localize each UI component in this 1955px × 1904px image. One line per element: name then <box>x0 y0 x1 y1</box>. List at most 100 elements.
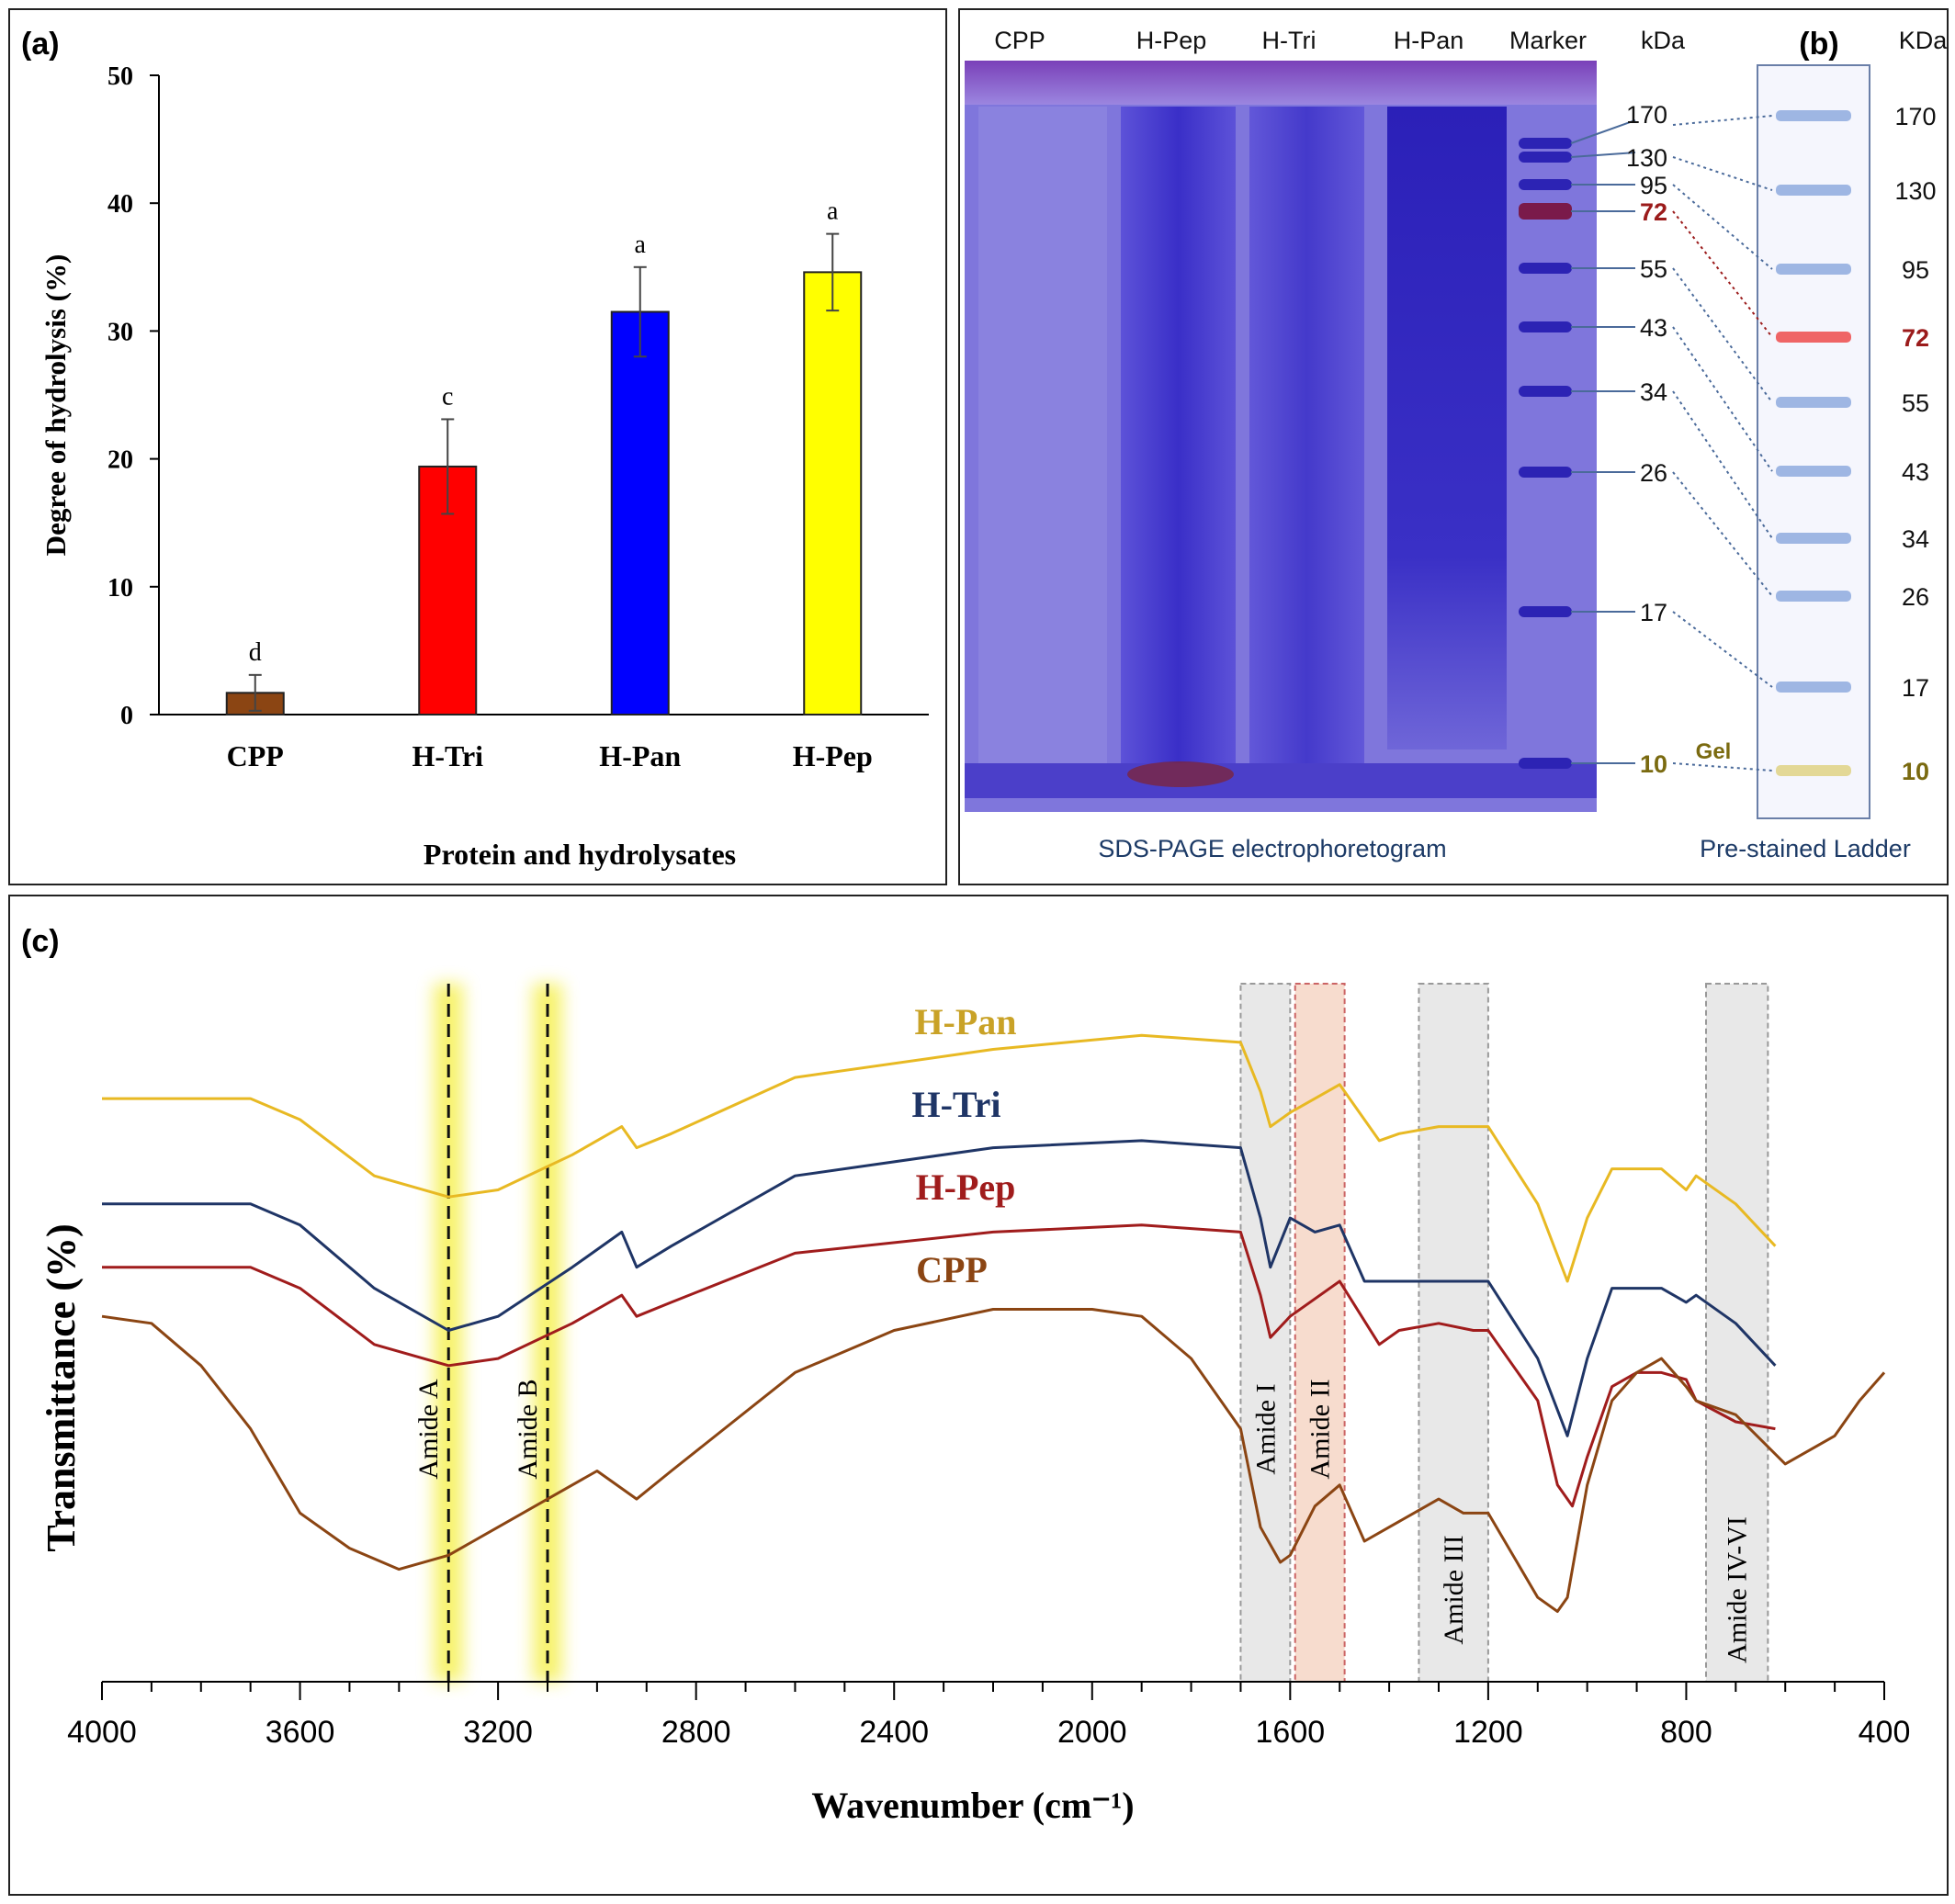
lane-label-cpp: CPP <box>994 27 1045 54</box>
ladder-band <box>1776 332 1851 343</box>
series-label: H-Pep <box>916 1166 1016 1208</box>
lane-label-h-tri: H-Tri <box>1262 27 1317 54</box>
kda-label-ladder: 170 <box>1894 103 1936 130</box>
kda-label-gel: 95 <box>1640 172 1667 199</box>
kda-label-gel: 170 <box>1626 101 1667 129</box>
marker-band <box>1519 179 1572 190</box>
kda-label-ladder: 26 <box>1902 583 1929 611</box>
ladder-band <box>1776 110 1851 121</box>
ladder-connector <box>1672 267 1773 403</box>
panel-label: (c) <box>21 924 60 959</box>
ladder-connector <box>1672 156 1773 191</box>
panel-b: CPP H-Pep H-Tri H-Pan Marker kDa KDa (b)… <box>958 8 1949 885</box>
kda-labels: 170 1701301309595727255554343343426261717… <box>1570 101 1937 785</box>
marker-band <box>1519 152 1572 163</box>
kda-label: kDa <box>1641 27 1686 54</box>
amide-box <box>1294 983 1346 1683</box>
kda-label-ladder: 17 <box>1902 674 1929 702</box>
significance-letter: c <box>442 382 453 411</box>
marker-band <box>1519 758 1572 769</box>
amide-box <box>1705 983 1769 1683</box>
marker-leader <box>1570 119 1636 144</box>
ladder-caption: Pre-stained Ladder <box>1700 835 1911 862</box>
y-tick-label: 0 <box>120 702 133 730</box>
kda-label-gel: 43 <box>1640 314 1667 342</box>
amide-box <box>1418 983 1489 1683</box>
x-tick-label: 2000 <box>1057 1715 1127 1750</box>
ladder-band <box>1776 185 1851 196</box>
spectrum-line <box>102 1223 1776 1508</box>
panel-label: (b) <box>1799 27 1838 62</box>
lane-label-h-pep: H-Pep <box>1136 27 1207 54</box>
kda-label-gel: 26 <box>1640 459 1667 487</box>
y-axis-title: Transmittance (%) <box>39 1223 84 1551</box>
amide-label: Amide A <box>413 1379 444 1479</box>
gel-caption: SDS-PAGE electrophoretogram <box>1098 835 1446 862</box>
ladder-band <box>1776 591 1851 602</box>
x-tick-label: 2800 <box>661 1715 731 1750</box>
x-tick-label: H-Pan <box>599 739 681 772</box>
ladder-band <box>1776 397 1851 408</box>
lane-label-marker: Marker <box>1509 27 1587 54</box>
kda-label-ladder: 72 <box>1902 324 1929 352</box>
ftir-chart-svg: (c) Amide A Amide B Amide I Amide II Amide I… <box>21 924 1911 1826</box>
kda-label-ladder: 34 <box>1902 525 1929 553</box>
kda-label-gel: 10 <box>1640 750 1667 778</box>
kda-label-gel: 17 <box>1640 599 1667 626</box>
significance-letter: d <box>249 638 262 667</box>
amide-bands: Amide A Amide B Amide I Amide II Amide III Am… <box>413 983 1769 1683</box>
bar-plot-area: 0 10 20 30 40 50 d CPP c H-Tri a H-Pan a H-Pep <box>107 62 929 772</box>
series-label: H-Pan <box>914 1001 1016 1042</box>
ladder-connector <box>1672 471 1773 597</box>
amide-label: Amide II <box>1305 1379 1336 1479</box>
x-tick-label: H-Tri <box>412 739 483 772</box>
amide-box <box>1239 983 1292 1683</box>
spectrum-line <box>102 1033 1777 1283</box>
y-tick-label: 30 <box>107 318 133 346</box>
x-axis: 4000 3600 3200 2800 2400 2000 1600 1200 800 400 <box>67 1681 1911 1750</box>
marker-leader <box>1570 152 1636 158</box>
x-tick-label: 2400 <box>859 1715 929 1750</box>
panel-c: (c) Amide A Amide B Amide I Amide II Amide I… <box>8 895 1949 1896</box>
lane-h-pep <box>1121 107 1236 786</box>
ladder-connector <box>1672 184 1773 270</box>
x-tick-label: 1600 <box>1256 1715 1326 1750</box>
y-tick-label: 50 <box>107 62 133 91</box>
kda-label-ladder: 95 <box>1902 256 1929 284</box>
y-tick-label: 10 <box>107 574 133 603</box>
gel-figure-svg: CPP H-Pep H-Tri H-Pan Marker kDa KDa (b)… <box>965 27 1949 862</box>
spectrum-line <box>102 1139 1777 1437</box>
ladder-band <box>1776 682 1851 693</box>
ladder-band <box>1776 466 1851 477</box>
gel-dye-front <box>965 763 1597 798</box>
ladder-connector <box>1672 210 1773 338</box>
marker-band <box>1519 386 1572 397</box>
ladder-band <box>1776 264 1851 275</box>
lane-cpp <box>978 107 1107 786</box>
bar <box>610 310 670 715</box>
marker-band <box>1519 606 1572 617</box>
amide-label: Amide IV-VI <box>1723 1516 1753 1663</box>
ladder-band <box>1776 533 1851 544</box>
y-tick-label: 20 <box>107 446 133 475</box>
x-tick-label: 3600 <box>266 1715 335 1750</box>
lane-label-h-pan: H-Pan <box>1394 27 1464 54</box>
series-label: H-Tri <box>911 1084 1000 1125</box>
marker-band <box>1519 467 1572 478</box>
x-tick-label: 800 <box>1660 1715 1712 1750</box>
amide-label: Amide III <box>1439 1535 1469 1644</box>
bar <box>803 271 863 715</box>
ladder-connector <box>1672 611 1773 688</box>
ladder-strip <box>1757 64 1870 819</box>
kda-label-ladder: 43 <box>1902 458 1929 486</box>
x-tick-label: 400 <box>1859 1715 1911 1750</box>
panel-label: (a) <box>21 27 60 62</box>
panel-a: (a) 0 10 20 30 40 50 d CPP c H-Tri a H-Pan a H-Pep Pr… <box>8 8 947 885</box>
kda-label-right: KDa <box>1899 27 1949 54</box>
y-tick-label: 40 <box>107 190 133 219</box>
spectrum-line <box>101 1308 1886 1613</box>
x-tick-label: 4000 <box>67 1715 137 1750</box>
gel-label: Gel <box>1696 739 1732 764</box>
x-tick-label: 1200 <box>1453 1715 1523 1750</box>
ladder-band <box>1776 765 1851 776</box>
